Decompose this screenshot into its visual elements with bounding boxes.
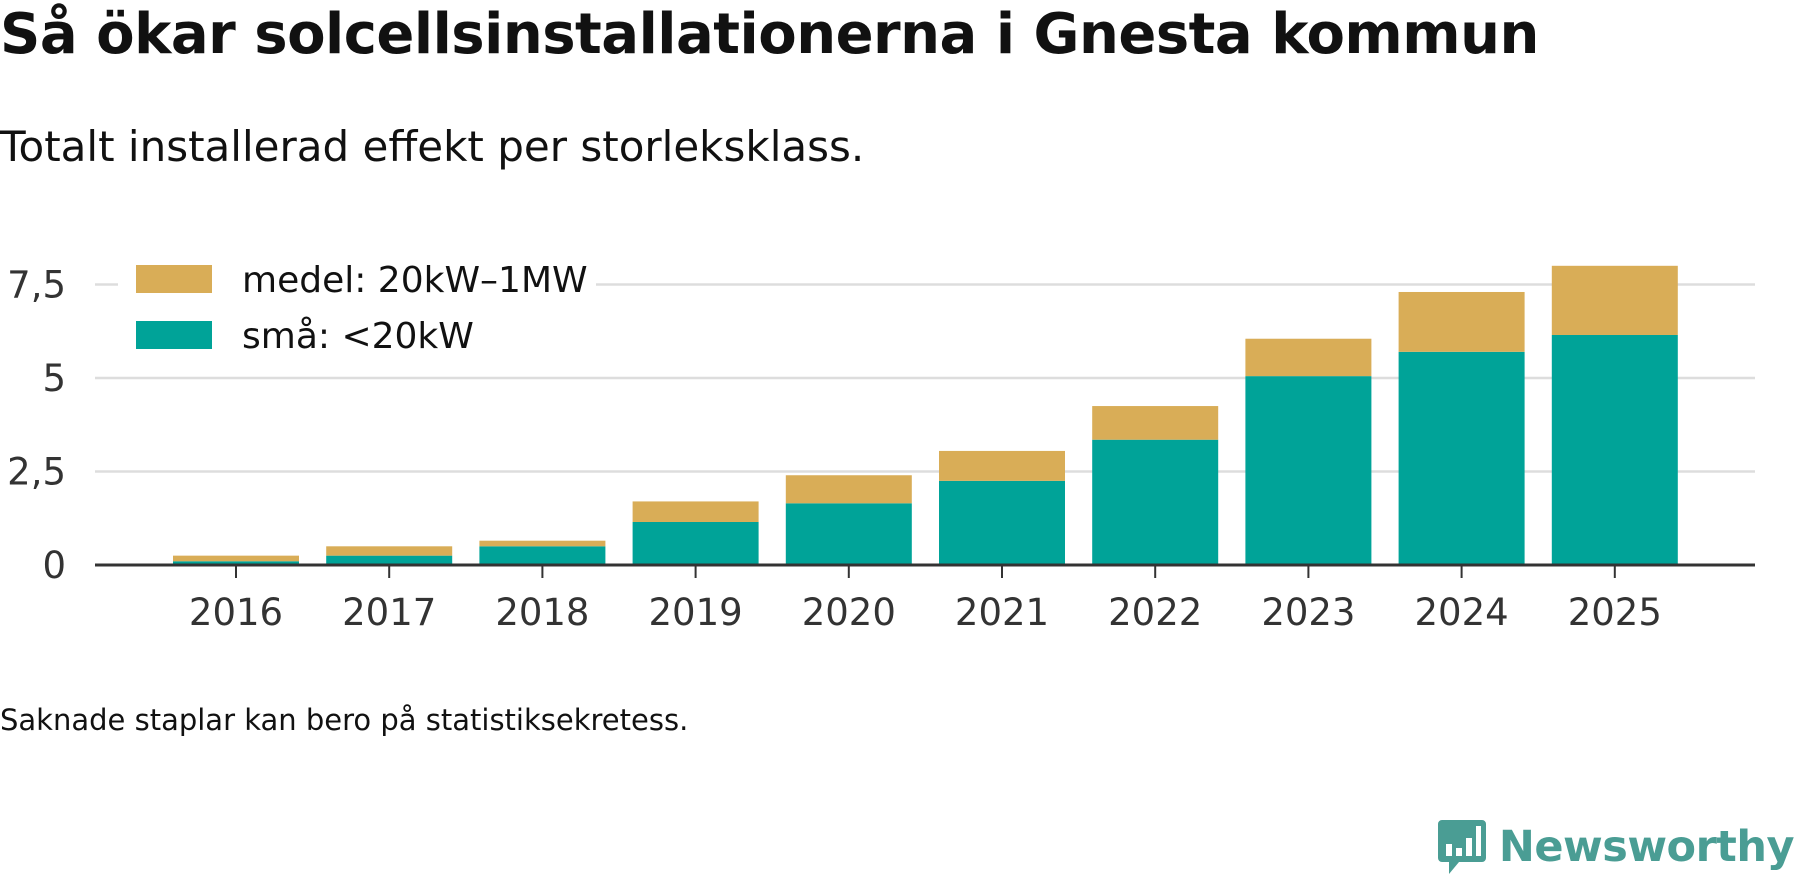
bar-medel-2021	[939, 450, 1065, 481]
legend-label: små: <20kW	[242, 316, 474, 357]
bar-medel-2017	[326, 546, 453, 556]
bars	[173, 265, 1678, 565]
bar-medel-2020	[785, 475, 912, 504]
bar-medel-2025	[1551, 265, 1678, 335]
bar-sma-2023	[1245, 376, 1372, 565]
x-tick-label: 2016	[189, 591, 283, 634]
bar-sma-2020	[785, 503, 912, 565]
y-tick-label: 7,5	[7, 264, 66, 307]
y-tick-label: 5	[42, 357, 66, 400]
bar-sma-2018	[479, 546, 606, 565]
brand-logo[interactable]: Newsworthy	[1437, 815, 1795, 879]
bar-sma-2017	[326, 555, 453, 565]
bar-medel-2022	[1092, 406, 1219, 440]
bar-medel-2019	[632, 501, 759, 522]
footnote: Saknade staplar kan bero på statistiksek…	[0, 703, 689, 737]
axes: 0 2,5 5 7,5 2016 2017 2018 2019 2020 2021 2022 2023…	[7, 264, 1755, 634]
x-tick-label: 2024	[1415, 591, 1509, 634]
legend-swatch	[136, 321, 212, 349]
bar-sma-2021	[939, 480, 1065, 565]
chart-subtitle: Totalt installerad effekt per storlekskl…	[0, 122, 865, 171]
y-tick-label: 2,5	[7, 451, 66, 494]
y-tick-label: 0	[42, 544, 66, 587]
stacked-bar-chart: 0 2,5 5 7,5 2016 2017 2018 2019 2020 2021 2022 2023…	[7, 254, 1755, 634]
x-tick-label: 2021	[955, 591, 1049, 634]
chart-title: Så ökar solcellsinstallationerna i Gnest…	[0, 2, 1539, 67]
x-tick-label: 2022	[1108, 591, 1202, 634]
x-tick-label: 2017	[342, 591, 436, 634]
x-tick-label: 2025	[1568, 591, 1662, 634]
legend-label: medel: 20kW–1MW	[242, 260, 588, 301]
bar-sma-2019	[632, 521, 759, 565]
legend: medel: 20kW–1MW små: <20kW	[118, 254, 596, 366]
x-tick-label: 2023	[1261, 591, 1355, 634]
bar-medel-2024	[1398, 291, 1525, 352]
bar-medel-2018	[479, 540, 606, 547]
legend-swatch	[136, 265, 212, 293]
bar-sma-2025	[1551, 334, 1678, 565]
x-tick-label: 2018	[495, 591, 589, 634]
bar-sma-2016	[173, 561, 299, 565]
bar-medel-2023	[1245, 338, 1372, 377]
bar-sma-2024	[1398, 351, 1525, 565]
x-tick-label: 2020	[802, 591, 896, 634]
brand-name: Newsworthy	[1498, 822, 1795, 872]
x-tick-label: 2019	[649, 591, 743, 634]
bar-sma-2022	[1092, 439, 1219, 565]
bar-medel-2016	[173, 555, 299, 562]
newsworthy-logo-icon	[1437, 820, 1486, 874]
